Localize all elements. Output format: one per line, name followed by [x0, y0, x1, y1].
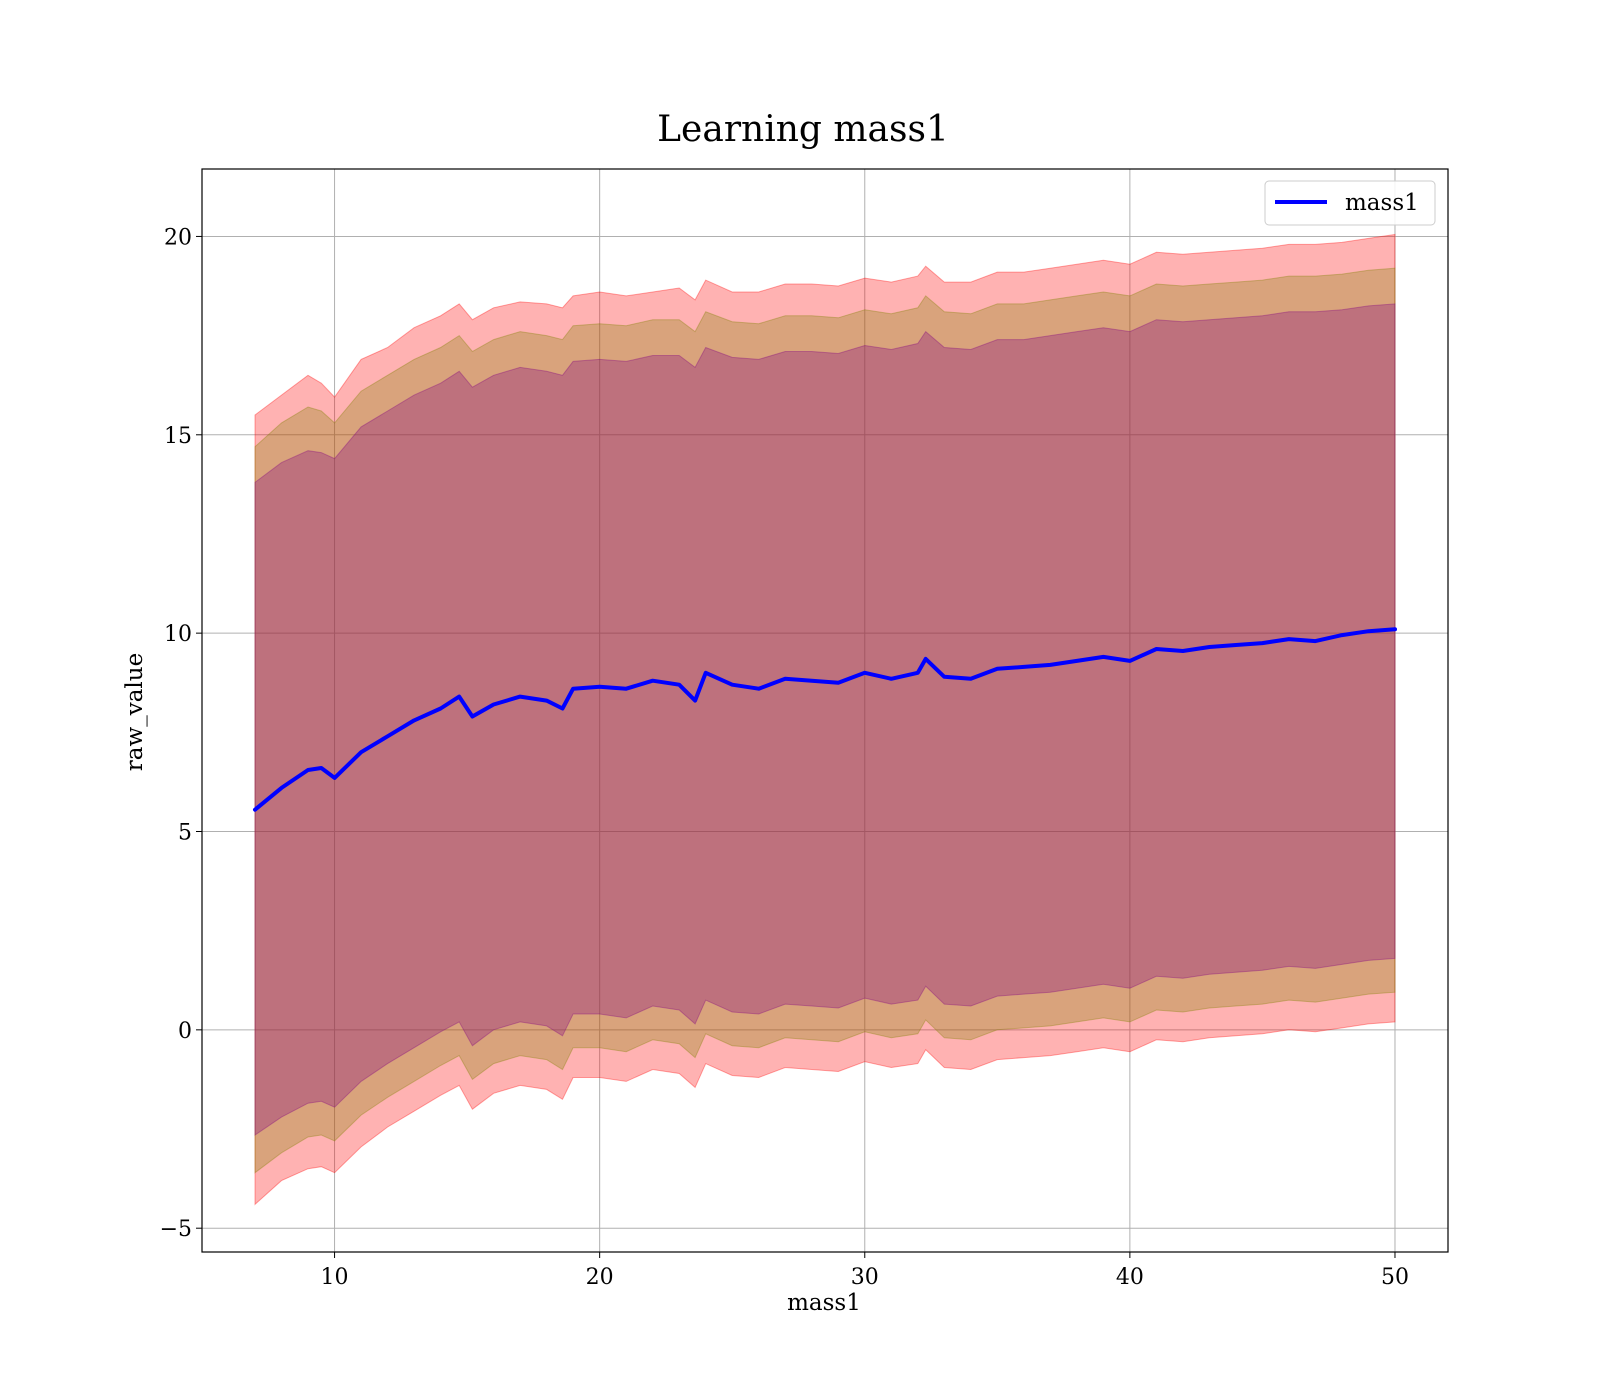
grid: [202, 169, 1448, 1252]
confidence-bands: [254, 233, 1396, 1206]
x-tick-label: 50: [1381, 1265, 1409, 1290]
band-middle: [254, 267, 1396, 1174]
band-inner: [254, 303, 1396, 1136]
y-tick-label: 5: [178, 820, 192, 845]
series-line-mass1: [253, 627, 1397, 812]
y-tick-label: 10: [164, 622, 192, 647]
x-tick-label: 30: [851, 1265, 879, 1290]
x-tick-label: 20: [586, 1265, 614, 1290]
plot-frame: [201, 168, 1449, 1253]
y-tick-label: 20: [164, 225, 192, 250]
band-outer: [254, 233, 1396, 1206]
y-tick-label: −5: [160, 1217, 192, 1242]
series-lines: [253, 627, 1397, 812]
legend-box: [1264, 180, 1436, 226]
x-tick-label: 10: [321, 1265, 349, 1290]
y-axis-ticks: −5 0 5 10 15 20: [160, 225, 202, 1242]
x-axis-ticks: 10 20 30 40 50: [321, 1252, 1409, 1290]
legend: mass1: [1264, 180, 1436, 226]
legend-label: mass1: [1345, 190, 1419, 216]
y-tick-label: 0: [178, 1019, 192, 1044]
x-axis-label: mass1: [787, 1290, 861, 1316]
chart-title: Learning mass1: [657, 109, 949, 150]
y-tick-label: 15: [164, 424, 192, 449]
x-tick-label: 40: [1116, 1265, 1144, 1290]
y-axis-label: raw_value: [122, 653, 148, 771]
